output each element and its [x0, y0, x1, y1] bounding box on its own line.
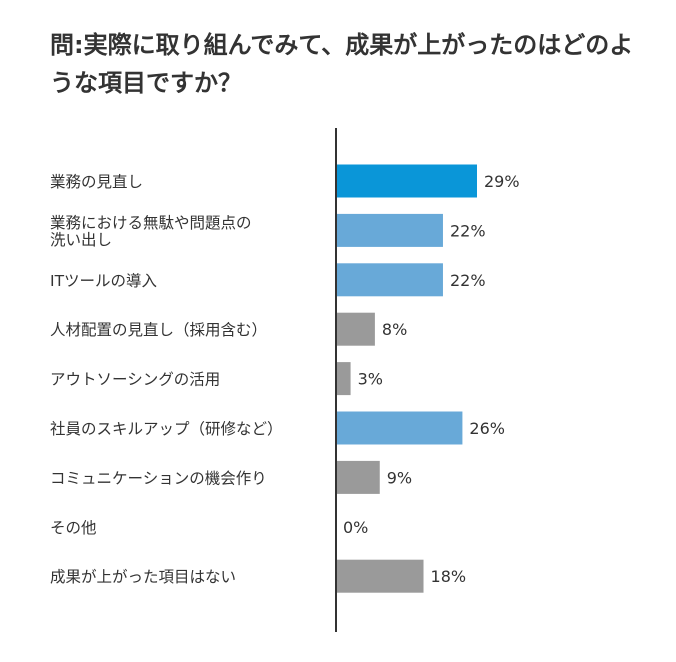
value-label: 26% — [469, 419, 505, 438]
value-label: 0% — [343, 518, 368, 537]
category-label: その他 — [50, 519, 97, 537]
category-label: 社員のスキルアップ（研修など） — [50, 420, 283, 438]
value-label: 22% — [450, 271, 486, 290]
category-label: 業務の見直し — [50, 173, 143, 191]
value-label: 8% — [382, 320, 407, 339]
value-label: 22% — [450, 221, 486, 240]
bar — [336, 263, 443, 297]
category-label: 業務における無駄や問題点の洗い出し — [50, 214, 252, 249]
category-label: コミュニケーションの機会作り — [50, 469, 267, 487]
value-label: 18% — [431, 567, 467, 586]
category-label: 人材配置の見直し（採用含む） — [50, 321, 267, 339]
bar — [336, 460, 380, 494]
value-label: 29% — [484, 172, 520, 191]
value-label: 9% — [387, 468, 412, 487]
value-label: 3% — [358, 370, 383, 389]
bar — [336, 559, 424, 593]
bar — [336, 164, 477, 198]
chart-title: 問:実際に取り組んでみて、成果が上がったのはどのような項目ですか？ — [50, 31, 634, 97]
bar — [336, 362, 351, 396]
bar — [336, 213, 443, 247]
bar — [336, 312, 375, 346]
category-label: 成果が上がった項目はない — [50, 568, 236, 586]
bar — [336, 411, 463, 445]
category-label: ITツールの導入 — [50, 272, 157, 290]
category-label: アウトソーシングの活用 — [50, 371, 220, 389]
